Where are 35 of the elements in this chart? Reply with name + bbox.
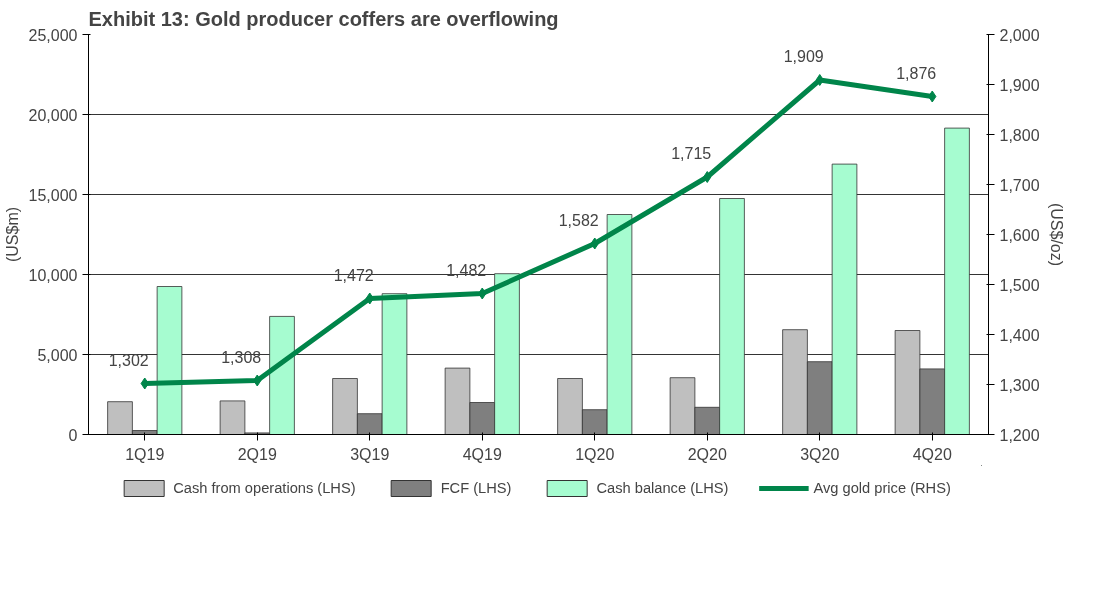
- data-label: 1,909: [783, 48, 824, 65]
- y2-tick-label: 1,300: [999, 376, 1040, 394]
- x-tick-label: 2Q19: [237, 445, 277, 463]
- x-tick-label: 3Q20: [800, 445, 840, 463]
- x-tick-label: 2Q20: [687, 445, 727, 463]
- legend-label: Cash from operations (LHS): [173, 479, 356, 496]
- x-tick-label: 3Q19: [350, 445, 390, 463]
- x-tick-label: 1Q19: [125, 445, 165, 463]
- legend-label: Cash balance (LHS): [596, 479, 729, 496]
- x-tick-label: 1Q20: [575, 445, 615, 463]
- x-tick-label: 4Q20: [912, 445, 952, 463]
- y2-tick-label: 1,800: [999, 126, 1040, 144]
- data-label: 1,582: [558, 211, 599, 229]
- y2-tick-label: 2,000: [999, 26, 1040, 44]
- y2-axis-title: (US$/oz): [1047, 202, 1065, 267]
- legend-label: FCF (LHS): [440, 479, 512, 496]
- y2-tick-label: 1,600: [999, 226, 1040, 244]
- y2-tick-label: 1,700: [999, 176, 1040, 194]
- y-tick-label: 25,000: [28, 26, 78, 44]
- y-tick-label: 0: [68, 426, 78, 444]
- y-tick-label: 15,000: [28, 186, 78, 204]
- y-axis-title: (US$m): [3, 206, 21, 263]
- x-tick-label: 4Q19: [462, 445, 502, 463]
- y-tick-label: 5,000: [37, 346, 78, 364]
- y-tick-label: 20,000: [28, 106, 78, 124]
- chart-title: Exhibit 13: Gold producer coffers are overflowing: [88, 7, 559, 30]
- y2-tick-label: 1,200: [999, 426, 1040, 444]
- y2-tick-label: 1,500: [999, 276, 1040, 294]
- data-label: 1,876: [896, 64, 937, 82]
- data-label: 1,302: [108, 351, 149, 369]
- y2-tick-label: 1,400: [999, 326, 1040, 344]
- y2-tick-label: 1,900: [999, 76, 1040, 94]
- y-tick-label: 10,000: [28, 266, 78, 284]
- legend-label: Avg gold price (RHS): [813, 479, 951, 496]
- data-label: 1,715: [671, 145, 712, 162]
